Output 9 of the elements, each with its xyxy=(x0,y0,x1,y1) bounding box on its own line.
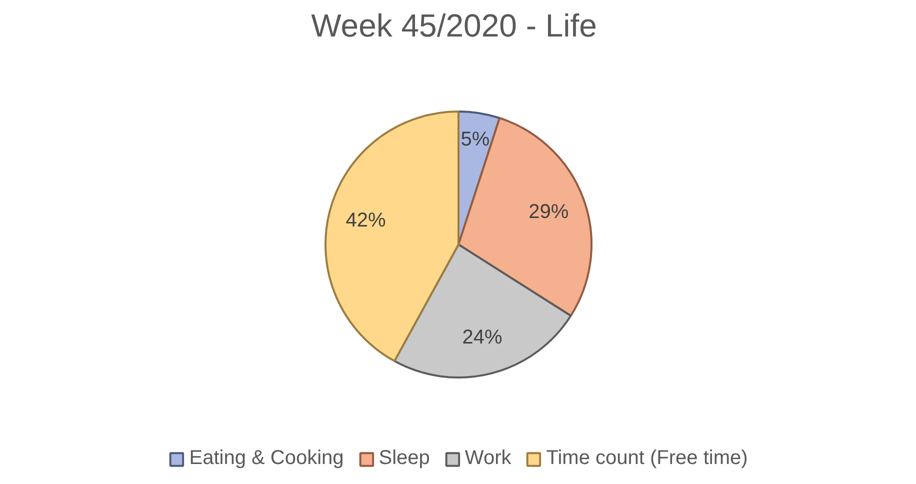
legend-label: Sleep xyxy=(378,447,430,470)
legend-label: Eating & Cooking xyxy=(189,447,344,470)
data-label: 24% xyxy=(462,326,503,348)
data-label: 42% xyxy=(346,210,386,232)
data-label: 29% xyxy=(528,201,569,224)
legend-label: Time count (Free time) xyxy=(546,447,748,470)
legend-label: Work xyxy=(464,447,512,470)
data-label: 5% xyxy=(460,128,490,150)
chart-title: Week 45/2020 - Life xyxy=(311,8,597,44)
